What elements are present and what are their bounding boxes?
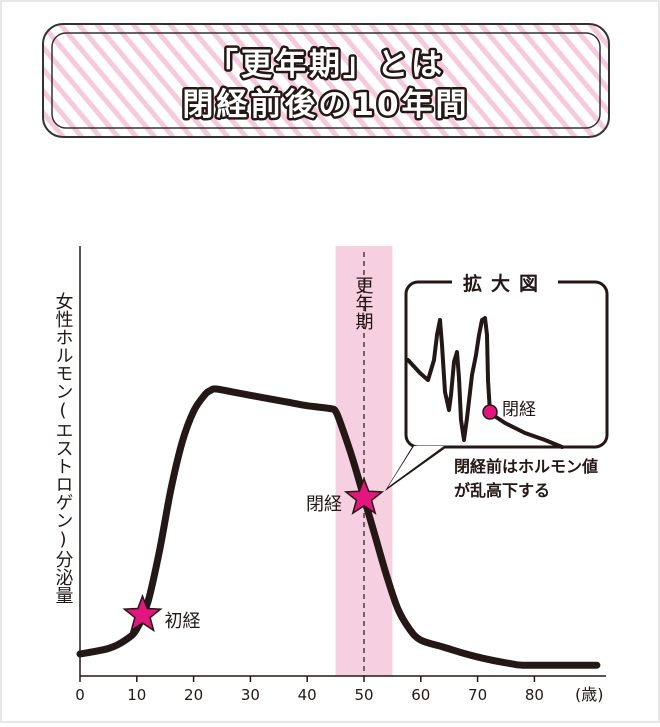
x-tick-label: 70	[468, 686, 487, 704]
star-marker-label: 閉経	[306, 494, 342, 515]
x-tick-label: 0	[75, 686, 85, 704]
star-marker	[343, 476, 385, 515]
inset-callout-pointer	[385, 447, 447, 491]
title-banner-inner	[51, 32, 601, 129]
y-axis-label: 女性ホルモン(エストロゲン)分泌量	[53, 292, 74, 604]
x-tick-label: 80	[525, 686, 544, 704]
x-tick-label: 10	[127, 686, 146, 704]
inset-menopause-dot	[482, 404, 498, 420]
series-estrogen-line	[76, 385, 601, 669]
x-axis-ticks: 0 10 20 30 40 50 60 70 80	[75, 676, 544, 704]
inset-callout-pointer-fill	[388, 446, 444, 487]
star-marker	[122, 593, 163, 633]
star-marker-label: 初経	[164, 611, 200, 632]
x-tick-label: 50	[354, 686, 373, 704]
title-banner: 「更年期」とは 閉経前後の10年間	[42, 23, 610, 138]
inset-title-bg	[452, 270, 558, 296]
title-line-1: 「更年期」とは	[207, 47, 445, 83]
menopause-band-label: 更年期	[353, 276, 374, 330]
inset-note-line-1: 閉経前はホルモン値	[454, 457, 598, 476]
x-tick-label: 40	[298, 686, 317, 704]
inset-menopause-label: 閉経	[502, 400, 536, 420]
x-tick-label: 60	[411, 686, 430, 704]
inset-panel: 拡大図 閉経	[385, 270, 609, 491]
event-markers: 初経 閉経	[122, 476, 385, 633]
x-tick-label: 30	[241, 686, 260, 704]
x-axis-unit: (歳)	[575, 685, 604, 704]
inset-zoom-line	[406, 316, 564, 449]
title-line-2: 閉経前後の10年間	[182, 87, 469, 123]
inset-note-line-2: が乱高下する	[454, 481, 550, 500]
title-banner-outer	[42, 23, 610, 138]
inset-title: 拡大図	[463, 272, 547, 295]
x-tick-label: 20	[184, 686, 203, 704]
